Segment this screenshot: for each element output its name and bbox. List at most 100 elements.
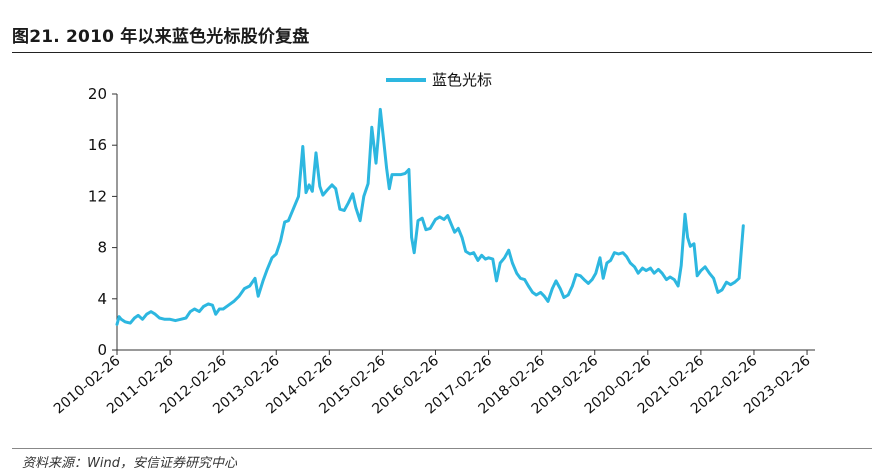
data-point — [499, 261, 502, 265]
y-tick-label: 20 — [88, 85, 107, 103]
data-point — [358, 219, 362, 222]
data-point — [519, 277, 522, 280]
data-point — [729, 283, 732, 286]
data-point — [438, 215, 441, 219]
data-point — [399, 173, 403, 176]
data-point — [297, 195, 300, 198]
y-tick-label: 12 — [88, 187, 107, 205]
data-point — [450, 223, 453, 226]
data-point — [574, 273, 578, 276]
data-point — [243, 287, 246, 290]
data-point — [326, 188, 329, 192]
data-point — [366, 182, 370, 185]
data-point — [668, 275, 672, 279]
data-point — [279, 240, 282, 243]
series-line — [115, 107, 745, 326]
y-tick-label: 0 — [97, 341, 107, 359]
data-point — [115, 323, 119, 326]
data-point — [253, 277, 257, 280]
data-point — [198, 310, 201, 313]
data-point — [476, 259, 480, 262]
data-point — [539, 291, 542, 294]
data-point — [410, 236, 413, 239]
data-point — [484, 257, 487, 261]
data-point — [637, 272, 640, 275]
data-point — [613, 251, 616, 254]
data-point — [680, 264, 683, 267]
data-point — [149, 310, 153, 313]
data-point — [692, 242, 696, 245]
data-point — [129, 321, 132, 325]
footer-rule — [12, 448, 872, 449]
data-point — [457, 227, 460, 230]
data-point — [587, 282, 590, 285]
data-point — [407, 168, 411, 171]
data-point — [645, 269, 648, 272]
data-point — [382, 137, 385, 140]
data-point — [543, 295, 546, 298]
data-point — [304, 191, 308, 194]
data-point — [283, 220, 286, 224]
data-point — [311, 190, 314, 193]
data-point — [189, 310, 192, 313]
data-point — [338, 208, 342, 211]
data-point — [321, 193, 325, 197]
axes — [116, 94, 815, 351]
data-point — [214, 313, 217, 316]
data-point — [657, 268, 660, 271]
y-tick-label: 8 — [97, 239, 107, 257]
data-point — [507, 249, 510, 252]
data-point — [117, 315, 121, 318]
data-point — [511, 261, 514, 265]
data-point — [370, 126, 373, 129]
data-point — [720, 288, 724, 291]
figure-title: 图21. 2010 年以来蓝色光标股价复盘 — [12, 27, 310, 47]
data-point — [207, 302, 210, 306]
data-point — [266, 268, 269, 271]
data-point — [686, 236, 689, 239]
data-point — [491, 257, 494, 261]
data-point — [416, 219, 420, 222]
data-point — [270, 256, 274, 259]
data-point — [579, 274, 582, 277]
data-point — [621, 251, 625, 254]
data-point — [472, 251, 475, 254]
data-point — [495, 279, 498, 283]
legend-label: 蓝色光标 — [432, 71, 492, 89]
data-point — [248, 284, 251, 288]
y-tick-label: 4 — [97, 290, 107, 308]
data-point — [446, 214, 449, 217]
data-point — [527, 284, 530, 288]
data-point — [307, 183, 311, 187]
data-point — [174, 319, 177, 322]
data-point — [184, 316, 188, 320]
data-point — [390, 173, 394, 176]
data-point — [660, 272, 664, 275]
data-point — [424, 228, 428, 231]
data-point — [641, 266, 644, 270]
data-point — [362, 195, 365, 198]
data-point — [377, 136, 380, 139]
data-point — [374, 161, 378, 165]
data-point — [594, 272, 597, 275]
data-point — [141, 318, 144, 321]
data-point — [237, 295, 241, 298]
data-point — [703, 265, 707, 268]
data-point — [163, 318, 166, 321]
data-point — [133, 316, 136, 320]
data-point — [442, 218, 446, 221]
data-point — [480, 254, 483, 257]
data-point — [716, 291, 720, 294]
data-point — [211, 304, 214, 307]
data-point — [154, 313, 157, 316]
data-point — [413, 251, 416, 254]
data-point — [343, 209, 346, 212]
data-point — [562, 296, 566, 299]
line-chart: 蓝色光标 0 4 8 12 16 20 2010-02-262011-02-262012-… — [51, 71, 815, 417]
title-underline — [12, 52, 872, 53]
data-point — [653, 272, 656, 275]
data-point — [257, 295, 260, 298]
data-point — [372, 144, 376, 147]
data-point — [602, 277, 605, 280]
data-point — [590, 278, 594, 281]
